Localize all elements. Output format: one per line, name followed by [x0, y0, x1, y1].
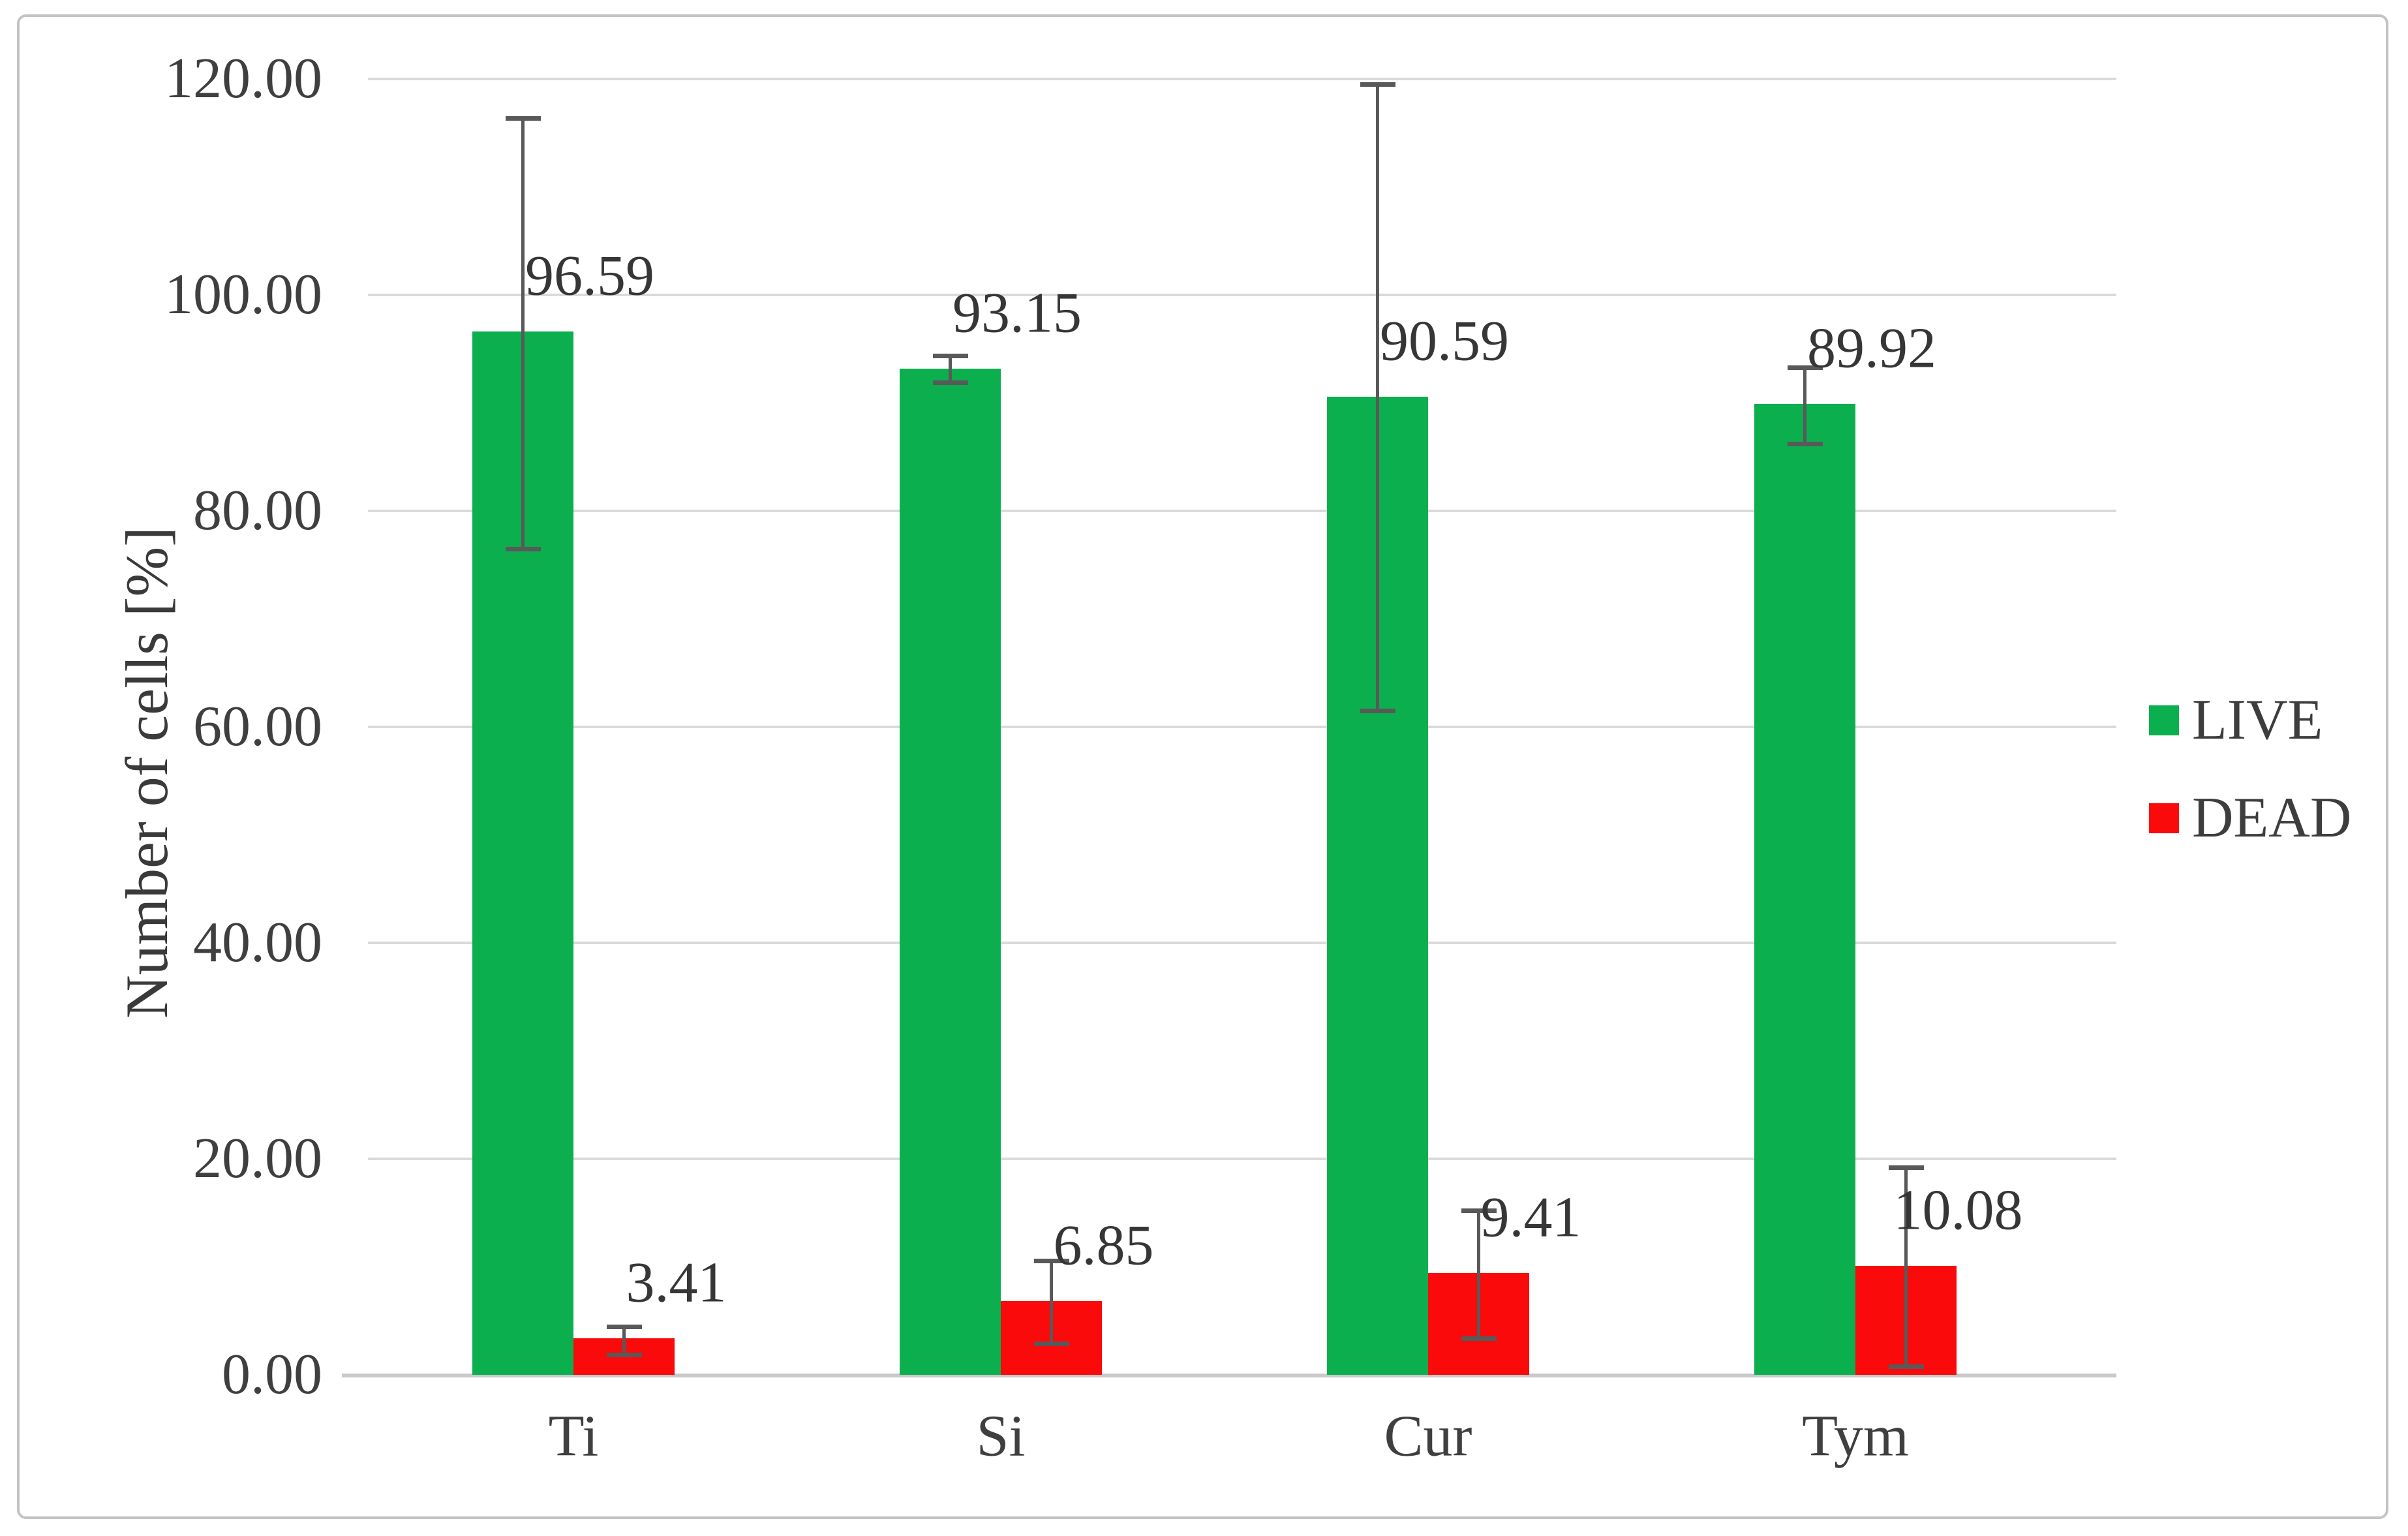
- error-cap-bottom: [1360, 709, 1395, 714]
- error-cap-bottom: [1888, 1364, 1924, 1369]
- data-label-live-cur: 90.59: [1380, 309, 1509, 373]
- legend-label-dead: DEAD: [2192, 786, 2352, 850]
- error-cap-bottom: [1033, 1342, 1069, 1346]
- data-label-dead-cur: 9.41: [1480, 1186, 1581, 1250]
- error-bar-layer: [20, 17, 2386, 1516]
- gridline-120: [368, 78, 2116, 80]
- y-tick-label: 120.00: [164, 47, 322, 110]
- legend-swatch-live: [2149, 705, 2179, 735]
- error-cap-top: [1033, 1258, 1069, 1263]
- y-tick-label: 40.00: [193, 911, 322, 974]
- y-tick-label: 60.00: [193, 695, 322, 758]
- data-label-live-si: 93.15: [953, 281, 1082, 345]
- legend-swatch-dead: [2149, 803, 2179, 833]
- y-tick-label: 100.00: [164, 263, 322, 326]
- error-bar-dead-tym: [1904, 1167, 1908, 1366]
- error-cap-top: [1461, 1208, 1497, 1214]
- error-bar-live-si: [949, 355, 952, 383]
- data-label-dead-tym: 10.08: [1893, 1178, 2023, 1242]
- x-category-label-ti: Ti: [548, 1404, 599, 1469]
- error-cap-bottom: [1787, 442, 1823, 447]
- gridline-20: [368, 1158, 2116, 1160]
- gridline-0: [342, 1374, 2116, 1377]
- legend-label-live: LIVE: [2192, 688, 2323, 752]
- error-bar-dead-ti: [622, 1326, 626, 1355]
- y-tick-label: 20.00: [193, 1127, 322, 1190]
- gridline-100: [368, 294, 2116, 296]
- data-label-dead-si: 6.85: [1053, 1214, 1154, 1278]
- x-category-label-tym: Tym: [1802, 1404, 1909, 1469]
- error-cap-top: [606, 1324, 642, 1329]
- error-cap-bottom: [1461, 1336, 1497, 1341]
- error-cap-top: [1888, 1165, 1924, 1171]
- error-bar-dead-si: [1050, 1260, 1053, 1344]
- bar-live-si[interactable]: [900, 369, 1001, 1375]
- gridline-80: [368, 510, 2116, 512]
- chart-frame: 0.00 20.00 40.00 60.00 80.00 100.00 120.00 96.…: [17, 14, 2388, 1519]
- error-cap-top: [1787, 365, 1823, 370]
- y-tick-label: 80.00: [193, 479, 322, 542]
- error-cap-top: [1360, 82, 1395, 87]
- x-category-label-cur: Cur: [1384, 1404, 1472, 1469]
- data-label-dead-ti: 3.41: [626, 1251, 727, 1315]
- gridline-40: [368, 942, 2116, 944]
- error-bar-dead-cur: [1477, 1210, 1480, 1338]
- error-cap-bottom: [606, 1352, 642, 1357]
- data-label-live-tym: 89.92: [1807, 316, 1936, 380]
- error-cap-bottom: [505, 546, 541, 551]
- error-cap-top: [932, 353, 968, 358]
- legend: LIVE DEAD: [20, 17, 2386, 1516]
- y-tick-label: 0.00: [222, 1343, 322, 1406]
- legend-item-live[interactable]: LIVE: [2149, 689, 2323, 752]
- error-bar-live-cur: [1376, 84, 1379, 711]
- gridline-layer: [20, 17, 2386, 1516]
- data-label-live-ti: 96.59: [525, 244, 654, 308]
- legend-item-dead[interactable]: DEAD: [2149, 787, 2351, 850]
- error-bar-live-tym: [1803, 367, 1806, 444]
- x-category-label-si: Si: [976, 1404, 1026, 1469]
- bar-live-tym[interactable]: [1754, 403, 1855, 1375]
- error-bar-live-ti: [521, 117, 525, 549]
- error-cap-top: [505, 115, 541, 121]
- error-cap-bottom: [932, 380, 968, 386]
- gridline-60: [368, 726, 2116, 728]
- data-label-layer: 96.59 3.41 Ti 93.15 6.85 Si 90.59 9.41 Cur 89.92 1…: [20, 17, 2386, 1516]
- y-axis-tick-layer: 0.00 20.00 40.00 60.00 80.00 100.00 120.00: [20, 17, 2386, 1516]
